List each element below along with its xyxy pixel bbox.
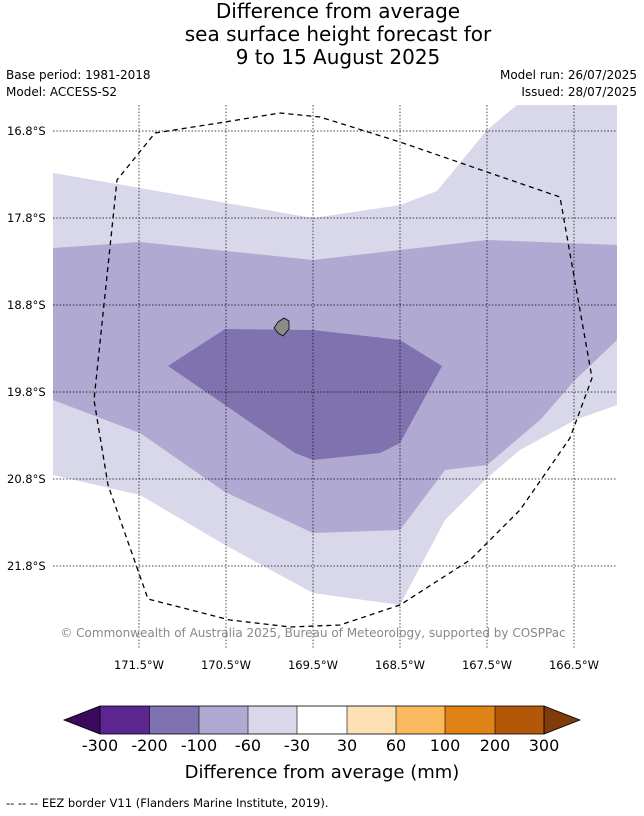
lon-label: 169.5°W xyxy=(288,658,338,672)
colorbar-segment xyxy=(396,706,445,734)
title-line-2: sea surface height forecast for xyxy=(184,22,492,46)
colorbar-ticks: -300 -200 -100 -60 -30 30 60 100 200 300 xyxy=(82,736,559,755)
colorbar-tick: 60 xyxy=(386,736,406,755)
lat-label: 17.8°S xyxy=(7,211,46,225)
eez-border xyxy=(93,112,593,628)
lat-label: 16.8°S xyxy=(7,124,46,138)
colorbar-segment xyxy=(347,706,396,734)
island-niue xyxy=(273,317,290,337)
base-period: Base period: 1981-2018 xyxy=(6,68,151,82)
lat-label: 21.8°S xyxy=(7,559,46,573)
colorbar-tick: -200 xyxy=(131,736,167,755)
colorbar-tick: -30 xyxy=(284,736,310,755)
issued-date: Issued: 28/07/2025 xyxy=(521,85,637,99)
colorbar-segment xyxy=(445,706,495,734)
colorbar-segment xyxy=(297,706,347,734)
meta-left: Base period: 1981-2018 Model: ACCESS-S2 xyxy=(6,67,151,101)
colorbar-segment xyxy=(100,706,150,734)
colorbar-tick: -100 xyxy=(181,736,217,755)
meta-right: Model run: 26/07/2025 Issued: 28/07/2025 xyxy=(500,67,637,101)
latitude-labels: 16.8°S 17.8°S 18.8°S 19.8°S 20.8°S 21.8°… xyxy=(7,124,46,573)
lon-label: 166.5°W xyxy=(549,658,599,672)
lon-label: 168.5°W xyxy=(375,658,425,672)
colorbar-segment xyxy=(248,706,297,734)
map-title: Difference from average sea surface heig… xyxy=(0,0,644,69)
colorbar-tick: 30 xyxy=(337,736,357,755)
colorbar-label: Difference from average (mm) xyxy=(185,762,460,783)
lon-label: 171.5°W xyxy=(114,658,164,672)
colorbar-tick: 300 xyxy=(529,736,560,755)
colorbar-below-min xyxy=(62,705,101,735)
colorbar-segment xyxy=(199,706,248,734)
title-line-1: Difference from average xyxy=(215,0,461,23)
colorbar-tick: 100 xyxy=(430,736,461,755)
lat-label: 20.8°S xyxy=(7,472,46,486)
grid-lines xyxy=(53,105,617,648)
anomaly-band-100-200 xyxy=(168,329,442,460)
copyright-notice: © Commonwealth of Australia 2025, Bureau… xyxy=(60,626,565,640)
lon-label: 167.5°W xyxy=(462,658,512,672)
eez-legend-note: -- -- -- EEZ border V11 (Flanders Marine… xyxy=(6,796,329,810)
colorbar-tick: 200 xyxy=(480,736,511,755)
title-line-3: 9 to 15 August 2025 xyxy=(235,45,441,69)
lat-label: 19.8°S xyxy=(7,385,46,399)
lat-label: 18.8°S xyxy=(7,298,46,312)
colorbar-tick: -300 xyxy=(82,736,118,755)
model-run: Model run: 26/07/2025 xyxy=(499,68,637,82)
colorbar-segment xyxy=(495,706,544,734)
longitude-labels: 171.5°W 170.5°W 169.5°W 168.5°W 167.5°W … xyxy=(114,658,599,672)
colorbar: -300 -200 -100 -60 -30 30 60 100 200 300… xyxy=(62,705,582,783)
colorbar-tick: -60 xyxy=(235,736,261,755)
map-area: © Commonwealth of Australia 2025, Bureau… xyxy=(53,105,617,648)
colorbar-dividers xyxy=(149,706,496,734)
model-name: Model: ACCESS-S2 xyxy=(6,85,118,99)
colorbar-outline xyxy=(99,705,545,735)
colorbar-above-max xyxy=(543,705,582,735)
lon-label: 170.5°W xyxy=(201,658,251,672)
colorbar-segment xyxy=(149,706,199,734)
